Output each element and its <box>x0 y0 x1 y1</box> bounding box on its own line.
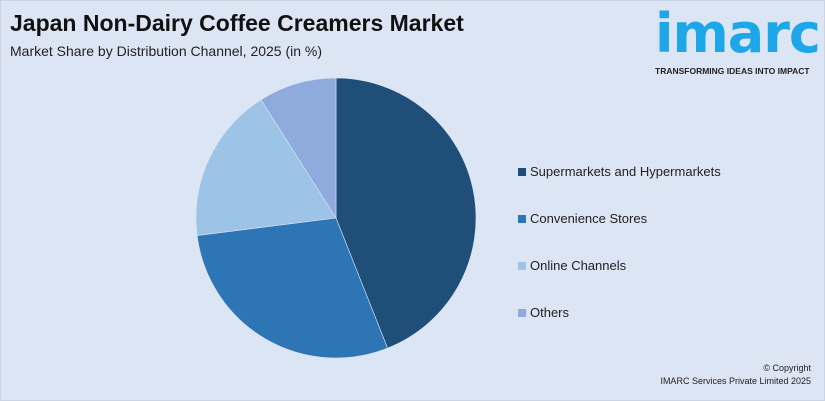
copyright-company: IMARC Services Private Limited 2025 <box>660 376 811 386</box>
logo-tagline: TRANSFORMING IDEAS INTO IMPACT <box>655 66 810 76</box>
legend-swatch <box>518 261 526 270</box>
pie-slice-others <box>260 77 337 220</box>
legend-label: Supermarkets and Hypermarkets <box>530 164 721 179</box>
legend-swatch <box>518 167 526 176</box>
pie-slice-convenience-stores <box>196 217 388 359</box>
chart-subtitle: Market Share by Distribution Channel, 20… <box>10 43 323 59</box>
legend-swatch <box>518 214 526 223</box>
pie-slice-supermarkets-and-hypermarkets <box>335 77 477 349</box>
legend-item: Convenience Stores <box>518 195 721 242</box>
copyright-line: © Copyright <box>763 363 811 373</box>
imarc-logo: imarc TRANSFORMING IDEAS INTO IMPACT <box>655 2 821 77</box>
legend-item: Others <box>518 289 721 336</box>
legend-label: Online Channels <box>530 258 627 273</box>
legend: Supermarkets and Hypermarkets Convenienc… <box>518 148 721 336</box>
pie-slice-online-channels <box>195 99 337 236</box>
legend-item: Online Channels <box>518 242 721 289</box>
logo-wordmark: imarc <box>655 2 821 65</box>
legend-label: Others <box>530 305 570 320</box>
copyright: © Copyright IMARC Services Private Limit… <box>660 362 811 388</box>
legend-item: Supermarkets and Hypermarkets <box>518 148 721 195</box>
legend-label: Convenience Stores <box>530 211 648 226</box>
legend-swatch <box>518 308 526 317</box>
chart-title: Japan Non-Dairy Coffee Creamers Market <box>10 10 464 36</box>
